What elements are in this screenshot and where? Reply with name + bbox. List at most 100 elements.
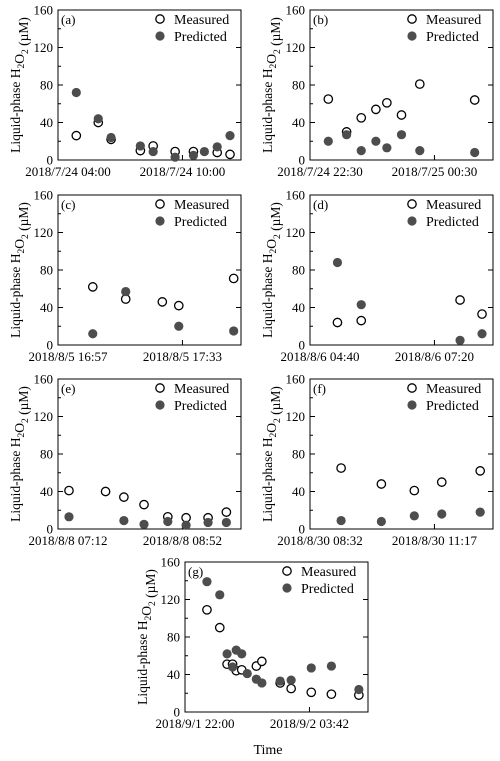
measured-point: [119, 492, 129, 502]
y-axis-title-subscript: 2: [269, 433, 279, 438]
legend-label-measured: Measured: [426, 382, 481, 397]
predicted-point: [121, 286, 131, 297]
y-axis-title: Liquid-phase H2O2 (µM): [260, 202, 283, 338]
chart-panel: 0 40 80 120 160 2018/7/24 04:00 2018/7/24 10:0…: [8, 3, 242, 179]
y-axis-title-part: O: [264, 54, 279, 64]
y-tick-label: 80: [292, 263, 305, 278]
predicted-point: [323, 136, 333, 146]
predicted-point: [71, 87, 81, 98]
measured-point: [455, 295, 465, 305]
measured-point: [257, 656, 267, 667]
legend-marker-measured: [407, 199, 417, 209]
y-tick-label: 120: [286, 40, 306, 55]
chart-panel: 0 40 80 120 160 2018/8/30 08:32 2018/8/30 11:1…: [260, 372, 494, 548]
legend-marker-predicted: [407, 216, 417, 226]
chart-panel: 0 40 80 120 160 2018/8/5 16:57 2018/8/5 17:33 (…: [8, 188, 242, 364]
predicted-point: [382, 143, 392, 153]
predicted-point: [470, 147, 480, 158]
measured-point: [414, 79, 425, 89]
y-tick-label: 80: [40, 447, 53, 462]
y-tick-label: 40: [292, 484, 305, 499]
predicted-point: [222, 649, 232, 659]
measured-point: [376, 479, 387, 489]
predicted-point: [202, 577, 212, 587]
measured-point: [436, 477, 447, 487]
chart-panel: 0 40 80 120 160 2018/7/24 22:30 2018/7/25 00:3…: [260, 3, 494, 179]
y-axis-title: Liquid-phase H2O2 (µM): [135, 569, 158, 705]
predicted-point: [229, 326, 239, 336]
y-axis-title-part: (µM): [268, 386, 283, 418]
x-tick-label: 2018/9/1 22:00: [155, 716, 234, 731]
predicted-point: [163, 516, 173, 527]
legend-label-predicted: Predicted: [174, 30, 227, 45]
predicted-point: [242, 668, 252, 679]
measured-point: [225, 149, 235, 160]
legend-marker-measured: [155, 14, 165, 24]
y-tick-label: 40: [292, 300, 305, 315]
legend-marker-predicted: [155, 400, 165, 410]
legend-marker-predicted: [155, 216, 165, 226]
y-axis-title-subscript: 2: [144, 616, 154, 621]
y-axis-title-part: (µM): [143, 569, 158, 601]
predicted-point: [64, 512, 74, 522]
predicted-point: [181, 520, 191, 530]
predicted-point: [356, 300, 366, 310]
predicted-point: [371, 136, 381, 146]
y-axis-title-part: O: [12, 239, 27, 249]
predicted-point: [477, 329, 487, 339]
y-tick-label: 80: [40, 78, 53, 93]
predicted-point: [257, 678, 267, 688]
measured-point: [286, 683, 296, 694]
panel-label: (f): [313, 381, 326, 396]
legend-label-predicted: Predicted: [174, 215, 227, 230]
panel-label: (g): [188, 564, 203, 579]
panel-label: (e): [61, 381, 75, 396]
legend-label-measured: Measured: [174, 198, 229, 213]
y-axis-title-part: Liquid-phase H: [8, 68, 23, 153]
predicted-point: [354, 684, 364, 695]
legend-label-predicted: Predicted: [426, 215, 479, 230]
y-axis-title-part: Liquid-phase H: [135, 620, 150, 705]
legend-marker-measured: [155, 383, 165, 393]
predicted-point: [93, 114, 103, 124]
measured-point: [356, 315, 367, 326]
measured-point: [469, 95, 480, 105]
y-axis-title-subscript: 2: [273, 49, 283, 54]
y-axis-title: Liquid-phase H2O2 (µM): [260, 17, 283, 153]
x-tick-label: 2018/8/30 11:17: [392, 533, 478, 548]
y-tick-label: 160: [34, 372, 54, 387]
legend-marker-predicted: [407, 31, 417, 41]
legend-marker-measured: [407, 14, 417, 24]
y-axis-title-part: Liquid-phase H: [260, 68, 275, 153]
panel-label: (b): [313, 12, 328, 27]
predicted-point: [237, 649, 247, 659]
legend-label-measured: Measured: [301, 565, 356, 580]
measured-point: [306, 687, 317, 698]
x-tick-label: 2018/7/24 10:00: [140, 164, 226, 179]
y-axis-title-part: Liquid-phase H: [8, 437, 23, 522]
x-tick-label: 2018/8/30 08:32: [277, 533, 363, 548]
legend-label-predicted: Predicted: [301, 582, 354, 597]
x-axis-title: Time: [253, 743, 282, 758]
measured-point: [157, 297, 168, 307]
measured-point: [336, 463, 346, 473]
legend-marker-measured: [407, 383, 417, 393]
x-tick-label: 2018/7/24 22:30: [277, 164, 363, 179]
x-tick-label: 2018/8/8 08:52: [143, 533, 222, 548]
measured-point: [139, 499, 149, 510]
y-axis-title-part: O: [139, 606, 154, 616]
predicted-point: [342, 130, 352, 140]
chart-panel: 0 40 80 120 160 2018/8/8 07:12 2018/8/8 08:52 (…: [8, 372, 242, 548]
y-axis-title-part: Liquid-phase H: [8, 253, 23, 338]
y-axis-title-part: (µM): [16, 202, 31, 234]
y-tick-label: 120: [286, 225, 306, 240]
predicted-point: [212, 142, 222, 152]
y-tick-label: 80: [167, 630, 180, 645]
y-axis-title-part: O: [264, 239, 279, 249]
legend-marker-predicted: [282, 583, 292, 593]
measured-point: [202, 604, 212, 615]
measured-point: [64, 485, 74, 496]
predicted-point: [475, 507, 485, 517]
y-axis-title-subscript: 2: [21, 49, 31, 54]
measured-point: [326, 689, 337, 700]
